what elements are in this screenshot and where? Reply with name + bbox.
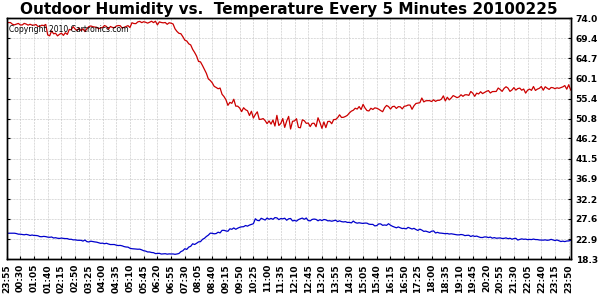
Title: Outdoor Humidity vs.  Temperature Every 5 Minutes 20100225: Outdoor Humidity vs. Temperature Every 5… [20, 2, 557, 17]
Text: Copyright 2010 Cartronics.com: Copyright 2010 Cartronics.com [10, 25, 129, 35]
